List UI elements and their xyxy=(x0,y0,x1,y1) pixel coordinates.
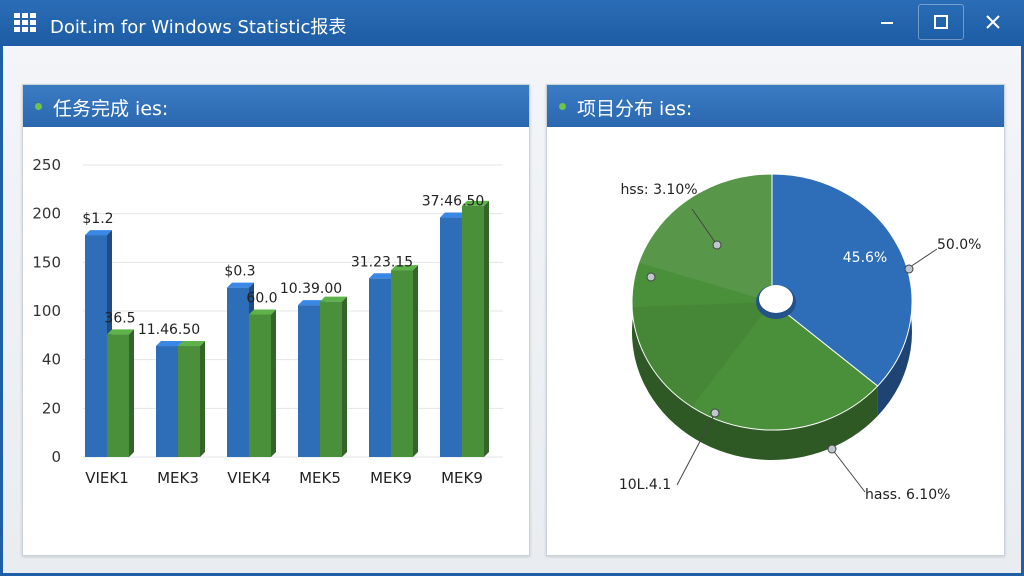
x-tick-label: MEK9 xyxy=(441,469,483,487)
callout-dot xyxy=(827,444,837,454)
x-tick-label: MEK5 xyxy=(299,469,341,487)
pie-facet xyxy=(632,302,772,407)
bar-side xyxy=(413,265,418,457)
bullet-dot-icon xyxy=(559,103,566,110)
callout-dot xyxy=(646,272,656,282)
bar xyxy=(440,217,462,457)
callout-dot xyxy=(710,408,720,418)
project-distribution-pie-chart: 45.6% hss: 3.10% 50.0% 10L.4.1 hass. 6.10% xyxy=(619,173,981,503)
task-completion-panel: 任务完成 ies: 250 200 150 100 40 20 0 VIEK1 MEK3 VIEK… xyxy=(22,84,530,556)
pie-center-hole xyxy=(759,285,793,313)
y-tick-label: 150 xyxy=(32,253,61,271)
minimize-button[interactable] xyxy=(864,3,910,41)
bar-top xyxy=(107,329,134,335)
bullet-dot-icon xyxy=(35,103,42,110)
callout-dot xyxy=(904,264,914,274)
maximize-icon xyxy=(934,15,948,29)
bar xyxy=(156,346,178,457)
bar-side xyxy=(342,296,347,457)
title-bar[interactable]: Doit.im for Windows Statistic报表 xyxy=(0,0,1024,46)
bar-side xyxy=(200,341,205,457)
y-tick-label: 0 xyxy=(51,448,61,466)
y-tick-label: 250 xyxy=(32,156,61,174)
pie-slice xyxy=(631,173,879,431)
y-tick-label: 100 xyxy=(32,302,61,320)
client-area: 任务完成 ies: 250 200 150 100 40 20 0 VIEK1 MEK3 VIEK… xyxy=(3,46,1021,573)
pie-callout-label: 50.0% xyxy=(937,237,981,253)
maximize-button[interactable] xyxy=(918,4,964,40)
bar-top xyxy=(298,300,325,306)
bar xyxy=(298,305,320,457)
x-tick-label: VIEK1 xyxy=(85,469,129,487)
minimize-icon xyxy=(881,22,893,24)
x-tick-label: VIEK4 xyxy=(227,469,271,487)
close-icon xyxy=(986,15,1000,29)
window-title: Doit.im for Windows Statistic报表 xyxy=(50,17,347,38)
bar-side xyxy=(484,200,489,457)
bar xyxy=(85,235,107,457)
bar-data-label: 10.39.00 xyxy=(280,281,342,297)
callout-leader-line xyxy=(676,412,716,486)
bar xyxy=(249,314,271,457)
x-tick-label: MEK3 xyxy=(157,469,199,487)
task-completion-title: 任务完成 ies: xyxy=(53,98,169,120)
y-tick-label: 40 xyxy=(42,351,61,369)
bar-side xyxy=(271,309,276,457)
app-logo-icon xyxy=(14,13,36,32)
bar xyxy=(391,270,413,457)
bar xyxy=(462,205,484,457)
bar-top xyxy=(178,341,205,347)
bar-top xyxy=(320,296,347,302)
close-button[interactable] xyxy=(970,3,1016,41)
bar-data-label: 37:46.50 xyxy=(422,194,485,210)
bar-data-label: $1.2 xyxy=(82,211,113,227)
project-distribution-panel: 项目分布 ies: 45.6% hss: 3.10% 50.0% 10L.4.1 has… xyxy=(546,84,1005,556)
bar xyxy=(227,287,249,457)
bar-top xyxy=(369,273,396,279)
bar xyxy=(107,334,129,457)
bar-top xyxy=(249,309,276,315)
bar-top xyxy=(462,200,489,206)
callout-dot xyxy=(712,240,722,250)
bar-data-label: 31.23.15 xyxy=(351,254,413,270)
y-tick-label: 20 xyxy=(42,399,61,417)
callout-leader-line xyxy=(831,448,866,493)
bar-data-label: 11.46.50 xyxy=(138,322,200,338)
bar-data-label: $0.3 xyxy=(224,264,255,280)
bar-top xyxy=(156,341,183,347)
project-distribution-header: 项目分布 ies: xyxy=(547,85,1004,127)
bar-top xyxy=(440,212,467,218)
bar xyxy=(369,278,391,457)
bar-top xyxy=(85,230,112,236)
bar xyxy=(320,301,342,457)
pie-facet xyxy=(637,173,772,302)
pie-slice xyxy=(771,173,913,387)
pie-slice-side xyxy=(632,174,878,461)
bar-top xyxy=(227,282,254,288)
bar-top xyxy=(391,265,418,271)
bar-side xyxy=(129,329,134,457)
x-tick-label: MEK9 xyxy=(370,469,412,487)
y-tick-label: 200 xyxy=(32,205,61,223)
pie-callout-label: hss: 3.10% xyxy=(620,182,697,198)
callout-leader-line xyxy=(691,208,718,246)
project-distribution-title: 项目分布 ies: xyxy=(577,98,693,120)
bar-data-label: 36.5 xyxy=(104,310,135,326)
pie-callout-label: hass. 6.10% xyxy=(865,487,950,503)
bar xyxy=(178,346,200,457)
task-completion-header: 任务完成 ies: xyxy=(23,85,529,127)
pie-callout-label: 10L.4.1 xyxy=(619,477,671,493)
bar-data-label: 60.0 xyxy=(246,291,277,307)
pie-inner-label: 45.6% xyxy=(843,250,887,266)
